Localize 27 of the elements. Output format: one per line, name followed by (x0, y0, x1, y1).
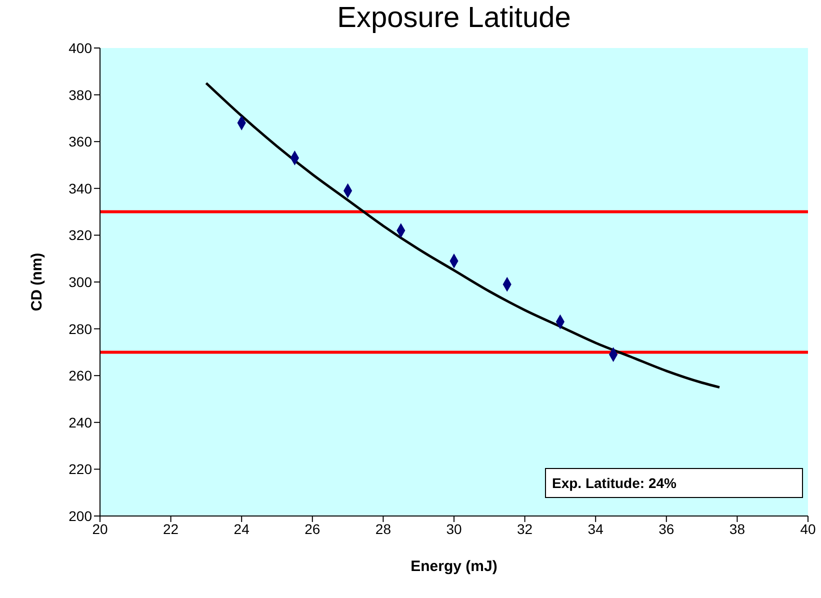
y-tick-label: 220 (68, 461, 92, 478)
x-tick-label: 28 (375, 520, 392, 537)
y-tick-label: 380 (68, 86, 92, 103)
x-tick-label: 38 (729, 520, 746, 537)
y-tick-label: 360 (68, 134, 92, 150)
x-axis-title: Energy (mJ) (410, 558, 498, 575)
x-tick-label: 22 (163, 520, 179, 537)
y-tick-label: 340 (68, 180, 92, 196)
x-tick-label: 20 (92, 520, 108, 537)
x-tick-label: 36 (658, 520, 674, 537)
y-tick-label: 300 (68, 274, 92, 290)
y-tick-label: 240 (68, 414, 92, 430)
chart-title: Exposure Latitude (336, 2, 572, 35)
line-series (204, 82, 721, 389)
y-axis-title: CD (nm) (28, 252, 46, 312)
y-tick-label: 320 (68, 227, 92, 244)
x-tick-label: 26 (304, 520, 320, 537)
x-tick-label: 34 (588, 520, 604, 537)
x-tick-label: 24 (234, 520, 250, 537)
y-tick-label: 280 (68, 320, 92, 337)
y-tick-label: 200 (68, 508, 92, 524)
x-tick-label: 40 (800, 520, 816, 537)
x-tick-label: 30 (446, 520, 462, 537)
y-tick-label: 400 (68, 40, 92, 56)
note-box: Exp. Latitude: 24% (545, 468, 803, 498)
x-tick-label: 32 (517, 520, 533, 537)
y-tick-label: 260 (68, 368, 92, 384)
